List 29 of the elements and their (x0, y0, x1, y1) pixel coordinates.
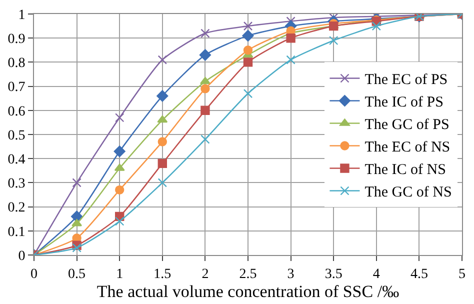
legend-label: The IC of PS (364, 94, 444, 111)
x-tick-label: 1.5 (154, 266, 172, 282)
y-tick-label: 0.1 (8, 224, 26, 240)
x-tick-label: 0.5 (68, 266, 86, 282)
y-tick-label: 0.3 (8, 176, 26, 192)
y-tick-label: 0.9 (8, 32, 26, 47)
y-tick-label: 0 (18, 248, 26, 264)
legend-label: The IC of NS (364, 162, 446, 178)
x-tick-label: 3 (287, 266, 294, 282)
y-tick-label: 0.5 (8, 128, 26, 144)
y-tick-label: 1 (18, 8, 26, 23)
legend-label: The GC of PS (364, 117, 450, 134)
x-tick-label: 2.5 (239, 266, 257, 282)
x-tick-label: 2 (202, 266, 209, 282)
y-tick-label: 0.8 (8, 56, 26, 72)
x-tick-label: 1 (116, 266, 124, 282)
y-tick-label: 0.7 (8, 80, 26, 96)
y-tick-label: 0.4 (8, 152, 26, 168)
x-tick-label: 4.5 (410, 266, 428, 282)
x-tick-label: 0 (30, 266, 38, 282)
x-tick-label: 4 (372, 266, 380, 282)
x-tick-label: 3.5 (324, 266, 342, 282)
legend-label: The EC of NS (364, 140, 450, 156)
x-axis-title: The actual volume concentration of SSC /‰ (96, 282, 400, 301)
y-tick-label: 0.2 (8, 200, 26, 216)
x-tick-label: 5 (458, 266, 466, 282)
legend-label: The EC of PS (364, 72, 448, 88)
y-tick-label: 0.6 (8, 104, 26, 120)
legend-label: The GC of NS (364, 184, 452, 201)
